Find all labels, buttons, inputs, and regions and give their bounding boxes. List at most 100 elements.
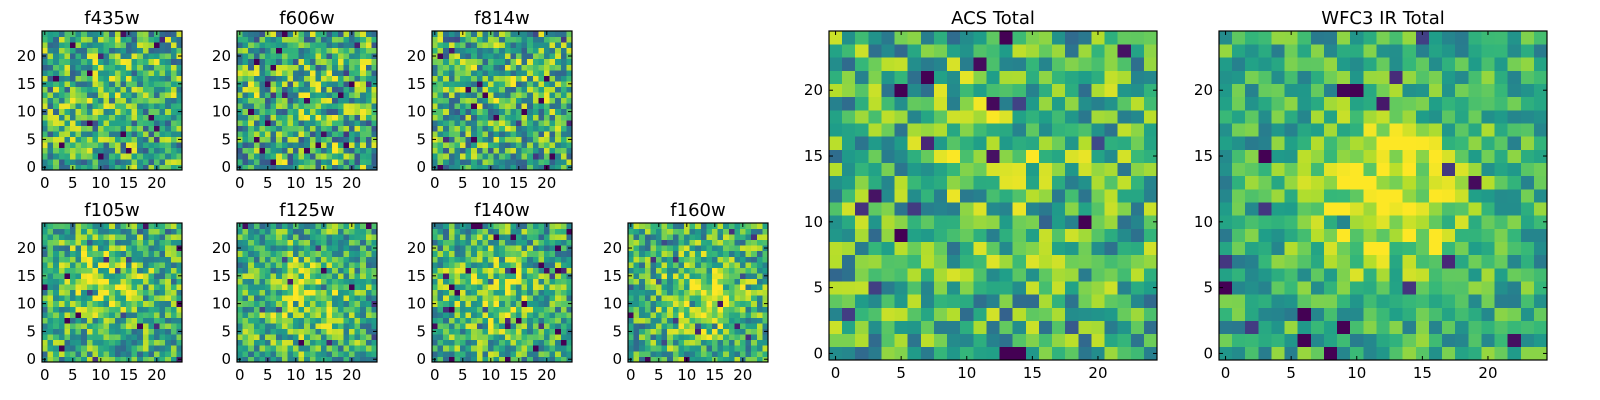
heatmap-cell [454,345,461,352]
heatmap-cell [712,278,718,285]
heatmap-cell [371,261,378,268]
heatmap-cell [566,36,573,43]
heatmap-cell [237,92,243,99]
heatmap-cell [510,289,517,296]
heatmap-cell [443,81,450,87]
heatmap-cell [437,334,444,341]
heatmap-cell [544,245,550,252]
heatmap-cell [734,311,741,318]
heatmap-cell [154,239,160,246]
heatmap-cell [304,356,311,363]
heatmap-cell [907,281,922,295]
heatmap-cell [868,175,882,190]
heatmap-cell [120,223,127,229]
heatmap-cell [287,289,294,296]
heatmap-cell [516,58,522,65]
heatmap-cell [437,267,444,274]
heatmap-cell [159,300,166,307]
heatmap-cell [53,164,60,171]
heatmap-cell [443,164,450,171]
heatmap-cell [154,69,160,76]
heatmap-cell [510,86,517,93]
heatmap-cell [471,125,478,132]
heatmap-cell [493,147,500,154]
heatmap-cell [855,241,869,256]
heatmap-cell [700,278,707,285]
heatmap-cell [504,42,511,49]
heatmap-cell [42,284,48,291]
heatmap-cell [689,228,696,235]
heatmap-cell [1052,162,1066,177]
heatmap-cell [365,334,372,341]
heatmap-cell [287,306,294,313]
heatmap-cell [510,42,517,49]
heatmap-cell [751,350,758,357]
heatmap-cell [437,328,444,335]
heatmap-cell [332,284,339,291]
heatmap-cell [86,317,93,324]
heatmap-cell [126,273,132,279]
heatmap-cell [443,311,450,318]
heatmap-cell [315,47,322,54]
heatmap-cell [237,278,243,285]
heatmap-cell [437,114,444,121]
heatmap-cell [126,136,132,143]
heatmap-cell [332,261,339,268]
heatmap-cell [661,239,668,246]
heatmap-cell [276,350,283,357]
heatmap-cell [1078,254,1092,269]
heatmap-cell [343,345,350,352]
heatmap-cell [270,284,277,291]
heatmap-cell [259,53,266,60]
heatmap-cell [454,328,461,335]
heatmap-cell [114,64,121,71]
heatmap-cell [276,228,283,235]
heatmap-cell [443,125,450,132]
heatmap-cell [360,64,367,71]
heatmap-cell [667,317,674,324]
heatmap-cell [706,334,713,341]
heatmap-cell [723,317,730,324]
heatmap-cell [516,69,522,76]
heatmap-cell [538,261,545,268]
heatmap-cell [165,267,172,274]
heatmap-cell [482,289,489,296]
heatmap-cell [538,42,545,49]
heatmap-cell [81,311,88,318]
heatmap-cell [349,125,355,132]
heatmap-cell [253,278,260,285]
heatmap-cell [326,158,333,165]
heatmap-cell [42,125,48,132]
heatmap-cell [321,75,327,82]
heatmap-cell [70,345,76,352]
heatmap-cell [321,311,327,318]
heatmap-cell [81,239,88,246]
heatmap-cell [842,307,856,321]
heatmap-cell [454,108,461,115]
heatmap-cell [253,284,260,291]
heatmap-cell [717,250,724,257]
y-tick-label: 20 [603,239,622,257]
heatmap-cell [259,284,266,291]
heatmap-cell [98,306,104,313]
heatmap-cell [126,42,132,49]
heatmap-cell [103,350,110,357]
heatmap-cell [304,47,311,54]
heatmap-cell [354,350,361,357]
heatmap-cell [504,328,511,335]
heatmap-cell [516,92,522,99]
heatmap-cell [321,92,327,99]
heatmap-cell [332,36,339,43]
heatmap-cell [1130,307,1145,321]
heatmap-cell [354,223,361,229]
heatmap-cell [493,311,500,318]
heatmap-cell [639,278,646,285]
heatmap-cell [42,64,48,71]
heatmap-cell [70,250,76,257]
heatmap-cell [326,136,333,143]
heatmap-cell [678,334,685,341]
heatmap-cell [298,289,305,296]
heatmap-cell [493,317,500,324]
heatmap-cell [689,223,696,229]
heatmap-cell [109,328,116,335]
